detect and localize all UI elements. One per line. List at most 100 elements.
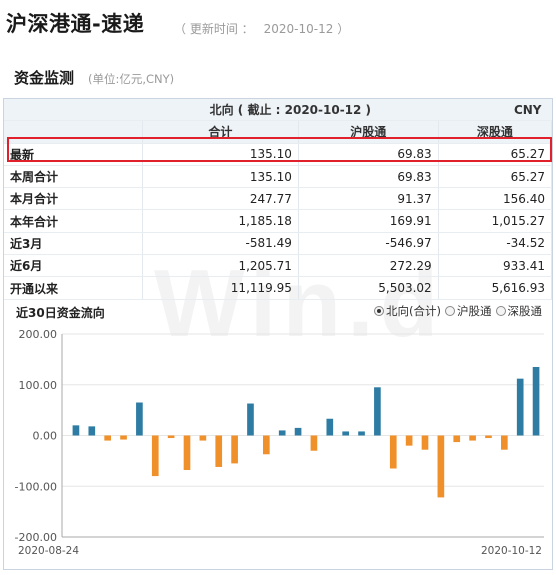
- cell-value: 65.27: [438, 143, 553, 166]
- update-time-value: 2020-10-12 ）: [263, 22, 350, 36]
- bar: [358, 431, 365, 436]
- table-row: 开通以来 11,119.95 5,503.02 5,616.93: [4, 276, 553, 300]
- radio-selected-icon[interactable]: [374, 306, 385, 316]
- cell-value: 933.41: [438, 254, 553, 278]
- radio-unselected-icon[interactable]: [495, 306, 506, 316]
- bar: [151, 435, 159, 477]
- bar: [421, 435, 429, 450]
- table-row: 近6月 1,205.71 272.29 933.41: [4, 254, 553, 278]
- bar: [72, 425, 80, 436]
- cell-value: -546.97: [298, 232, 439, 256]
- bar: [294, 427, 302, 436]
- table-row: 本周合计 135.10 69.83 65.27: [4, 165, 553, 189]
- table-header-row: 北向 ( 截止 : 2020-10-12 ) CNY: [4, 99, 552, 122]
- table-row: 本年合计 1,185.18 169.91 1,015.27: [4, 209, 553, 233]
- column-header-sh: 沪股通: [298, 120, 439, 144]
- row-label: 本周合计: [4, 165, 143, 189]
- update-time-label: （ 更新时间 ：: [174, 22, 254, 36]
- row-label: 近6月: [4, 254, 143, 278]
- row-label: 本年合计: [4, 209, 143, 233]
- cell-value: 11,119.95: [142, 276, 299, 300]
- bar: [389, 435, 397, 469]
- cell-value: 1,015.27: [438, 209, 553, 233]
- bar: [485, 435, 492, 439]
- bar: [326, 418, 334, 436]
- x-start-label: 2020-08-24: [18, 545, 79, 557]
- row-label: 开通以来: [4, 276, 143, 300]
- bar: [437, 435, 445, 498]
- bar: [453, 435, 461, 443]
- fund-flow-chart: 200.00 100.00 0.00 -100.00 -200.002020-08-24…: [15, 328, 544, 557]
- x-end-label: 2020-10-12: [481, 545, 542, 557]
- cell-value: -34.52: [438, 232, 553, 256]
- cell-value: 91.37: [298, 187, 439, 211]
- cell-value: 1,185.18: [142, 209, 299, 233]
- table-row: 最新 135.10 69.83 65.27: [4, 143, 553, 166]
- bar: [374, 387, 381, 436]
- row-label: 近3月: [4, 232, 143, 256]
- cell-value: 247.77: [142, 187, 299, 211]
- column-header-sz: 深股通: [438, 120, 553, 144]
- bar: [516, 378, 524, 436]
- y-tick-label: 100.00: [19, 379, 58, 392]
- blank-header: [4, 120, 143, 144]
- cell-value: -581.49: [142, 232, 299, 256]
- cell-value: 5,503.02: [298, 276, 439, 300]
- radio-north-total[interactable]: 北向(合计): [374, 303, 441, 319]
- bar: [310, 435, 318, 451]
- cell-value: 1,205.71: [142, 254, 299, 278]
- radio-label: 深股通: [507, 304, 543, 318]
- radio-label: 北向(合计): [386, 304, 441, 318]
- bar: [263, 435, 270, 455]
- radio-sz-connect[interactable]: 深股通: [495, 303, 543, 319]
- bar: [88, 426, 96, 436]
- currency-header: CNY: [438, 99, 552, 122]
- update-time: （ 更新时间 ： 2020-10-12 ）: [174, 20, 349, 37]
- column-header-row: 合计 沪股通 深股通: [4, 120, 553, 144]
- radio-label: 沪股通: [457, 304, 492, 318]
- cell-value: 65.27: [438, 165, 553, 189]
- cell-value: 69.83: [298, 143, 439, 166]
- unit-label: (单位:亿元,CNY): [88, 72, 175, 86]
- bar: [247, 403, 254, 436]
- radio-sh-connect[interactable]: 沪股通: [445, 303, 492, 319]
- bar: [183, 435, 191, 471]
- bar: [136, 402, 143, 436]
- table-row: 本月合计 247.77 91.37 156.40: [4, 187, 553, 211]
- table-row: 近3月 -581.49 -546.97 -34.52: [4, 232, 553, 256]
- cell-value: 156.40: [438, 187, 553, 211]
- bar: [469, 435, 476, 441]
- bar: [104, 435, 111, 441]
- bar: [501, 435, 508, 450]
- radio-unselected-icon[interactable]: [445, 306, 455, 316]
- page-header: 沪深港通-速递 （ 更新时间 ： 2020-10-12 ）: [0, 0, 556, 52]
- cell-value: 5,616.93: [438, 276, 553, 300]
- bar: [231, 435, 238, 464]
- chart-title: 近30日资金流向: [16, 306, 105, 320]
- fund-monitor-table: 北向 ( 截止 : 2020-10-12 ) CNY 合计 沪股通 深股通 最新…: [4, 99, 553, 300]
- cell-value: 272.29: [298, 254, 439, 278]
- bar: [278, 430, 286, 436]
- y-tick-label: 0.00: [33, 430, 58, 443]
- y-tick-label: -100.00: [15, 480, 57, 493]
- bar: [405, 435, 413, 446]
- bar: [120, 435, 127, 440]
- cell-value: 135.10: [142, 165, 299, 189]
- row-label: 本月合计: [4, 187, 143, 211]
- bar: [532, 366, 540, 436]
- monitor-panel: Win.d 北向 ( 截止 : 2020-10-12 ) CNY 合计 沪股通 …: [3, 98, 553, 570]
- bar: [199, 435, 207, 441]
- direction-header: 北向 ( 截止 : 2020-10-12 ): [142, 99, 439, 122]
- row-label: 最新: [4, 143, 143, 166]
- bar: [342, 431, 349, 436]
- bar: [167, 435, 175, 439]
- bar: [215, 435, 223, 467]
- cell-value: 69.83: [298, 165, 439, 189]
- page-title: 沪深港通-速递: [6, 12, 145, 36]
- y-tick-label: -200.00: [15, 531, 57, 544]
- section-title: 资金监测: [14, 69, 75, 87]
- column-header-total: 合计: [142, 120, 299, 144]
- y-tick-label: 200.00: [19, 328, 58, 341]
- series-radio-group: 北向(合计) 沪股通 深股通: [374, 303, 542, 319]
- cell-value: 169.91: [298, 209, 439, 233]
